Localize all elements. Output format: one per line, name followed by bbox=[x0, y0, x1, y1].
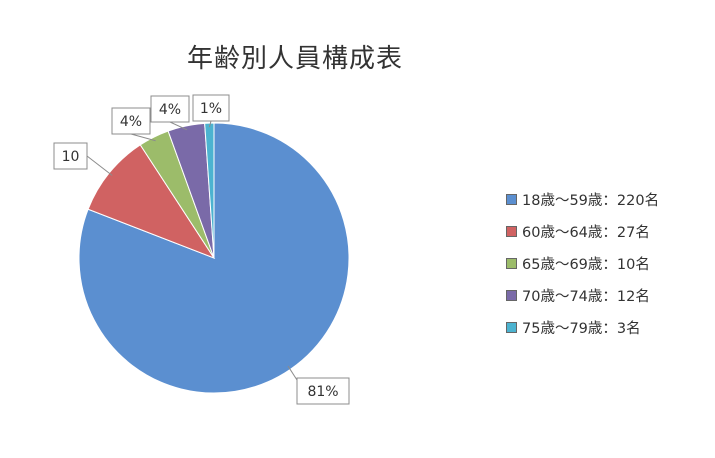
legend-label-2: 60歳～64歳：27名 bbox=[522, 224, 650, 241]
legend-item-1: 18歳～59歳：220名 bbox=[506, 183, 706, 215]
leader-line-1 bbox=[287, 365, 298, 381]
legend-swatch-5 bbox=[506, 321, 517, 333]
data-label-3: 4% bbox=[120, 114, 142, 130]
leader-line-3 bbox=[130, 133, 156, 142]
legend-swatch-2 bbox=[506, 225, 517, 237]
data-label-2: 10 bbox=[62, 149, 80, 165]
legend-label-1: 18歳～59歳：220名 bbox=[522, 192, 660, 209]
data-label-4: 4% bbox=[159, 102, 181, 118]
leader-line-2 bbox=[86, 155, 113, 176]
leader-line-4 bbox=[169, 121, 188, 131]
data-label-5: 1% bbox=[200, 101, 222, 117]
chart-legend: 18歳～59歳：220名 60歳～64歳：27名 65歳～69歳：10名 70歳～74… bbox=[506, 183, 706, 343]
legend-item-3: 65歳～69歳：10名 bbox=[506, 247, 706, 279]
legend-label-4: 70歳～74歳：12名 bbox=[522, 288, 650, 305]
legend-swatch-1 bbox=[506, 193, 517, 205]
legend-item-4: 70歳～74歳：12名 bbox=[506, 279, 706, 311]
legend-swatch-4 bbox=[506, 289, 517, 301]
data-label-box-1 bbox=[296, 377, 350, 405]
legend-label-3: 65歳～69歳：10名 bbox=[522, 256, 650, 273]
legend-label-5: 75歳～79歳：3名 bbox=[522, 320, 641, 337]
data-label-box-5 bbox=[192, 94, 230, 122]
data-label-1: 81% bbox=[307, 384, 338, 400]
legend-item-2: 60歳～64歳：27名 bbox=[506, 215, 706, 247]
chart-title: 年齢別人員構成表 bbox=[186, 44, 403, 74]
data-label-box-2 bbox=[53, 142, 88, 170]
pie-slice-5 bbox=[204, 122, 215, 259]
legend-item-5: 75歳～79歳：3名 bbox=[506, 311, 706, 343]
leader-line-5 bbox=[208, 120, 212, 128]
legend-swatch-3 bbox=[506, 257, 517, 269]
data-label-box-4 bbox=[150, 95, 190, 123]
data-label-box-3 bbox=[111, 107, 151, 135]
